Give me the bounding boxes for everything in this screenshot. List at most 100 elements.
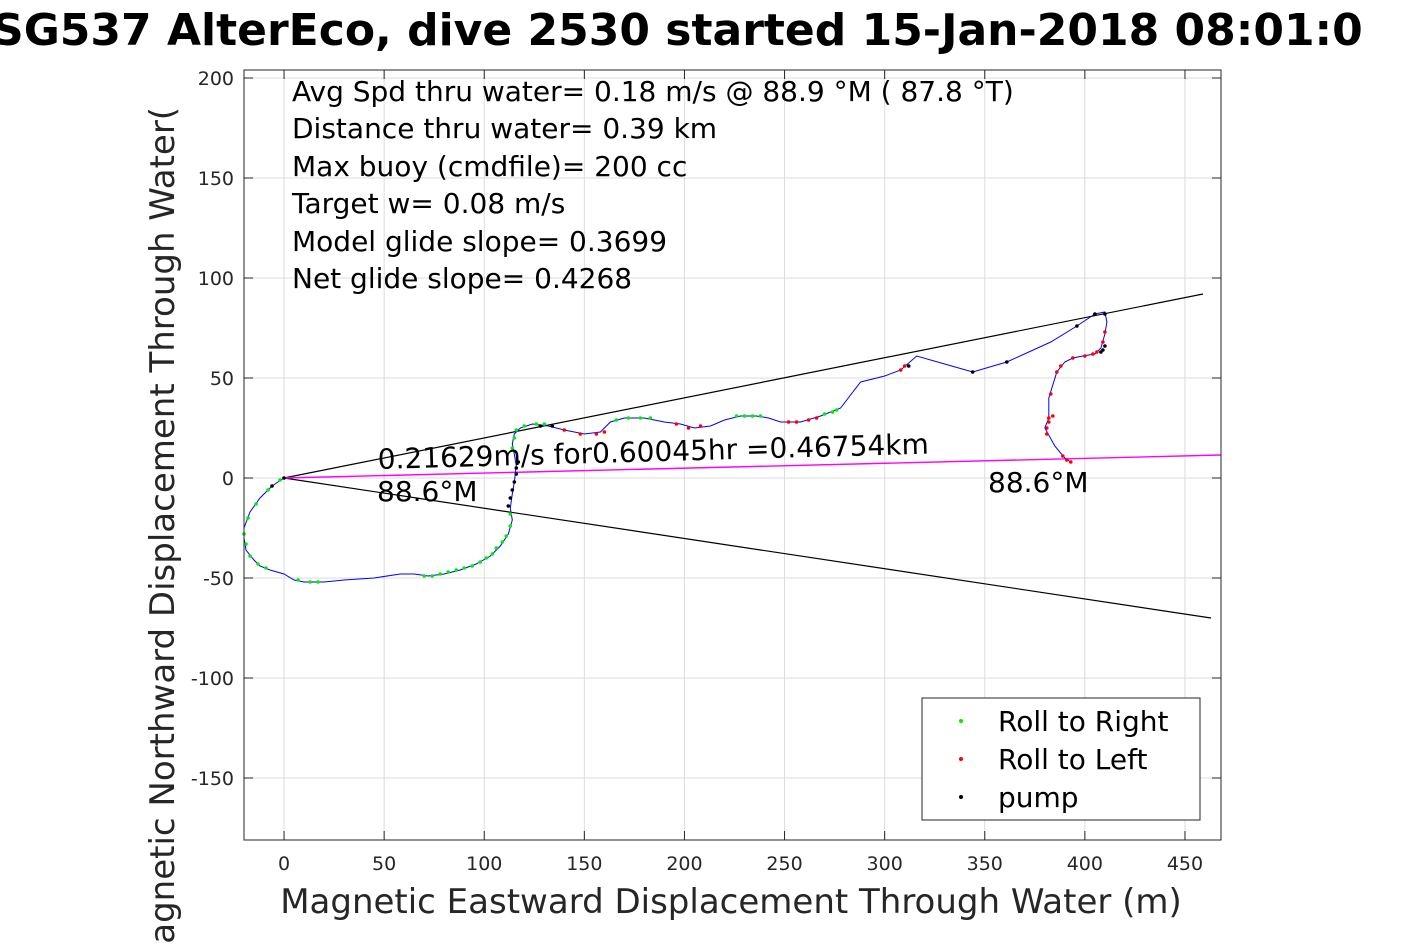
- series-layer: [242, 293, 1222, 619]
- roll-right-point: [648, 416, 653, 420]
- roll-right-point: [638, 416, 643, 420]
- roll-left-point: [1061, 454, 1065, 458]
- heading-label-start: 88.6°M: [377, 475, 478, 508]
- roll-left-point: [814, 416, 819, 420]
- roll-right-point: [308, 580, 312, 584]
- roll-right-point: [462, 566, 467, 570]
- y-axis-label: Magnetic Northward Displacement Through …: [143, 107, 183, 945]
- roll-right-point: [316, 580, 320, 584]
- stats-line-max-buoy: Max buoy (cmdfile)= 200 cc: [292, 150, 687, 183]
- pump-point: [270, 484, 274, 488]
- pump-point: [550, 424, 555, 428]
- pump-point: [1103, 312, 1107, 316]
- x-axis-label: Magnetic Eastward Displacement Through W…: [280, 882, 1182, 922]
- legend-marker-roll-right: [959, 719, 963, 723]
- x-tick-label: 350: [967, 853, 1003, 875]
- roll-right-point: [278, 478, 282, 482]
- roll-right-point: [430, 574, 435, 578]
- roll-right-point: [614, 418, 619, 422]
- roll-left-point: [1069, 460, 1073, 464]
- legend-label-roll-right: Roll to Right: [998, 705, 1169, 738]
- roll-right-point: [490, 552, 495, 556]
- x-tick-label: 400: [1067, 853, 1103, 875]
- roll-right-point: [254, 502, 258, 506]
- y-tick-label: 0: [222, 468, 234, 490]
- roll-right-point: [504, 534, 509, 538]
- pump-point: [1099, 350, 1103, 354]
- roll-right-point: [500, 540, 505, 544]
- pump-point: [514, 472, 519, 476]
- roll-right-point: [830, 410, 835, 414]
- heading-label-end: 88.6°M: [988, 466, 1089, 499]
- roll-right-point: [734, 414, 739, 418]
- roll-right-point: [508, 524, 513, 528]
- pump-point: [282, 476, 286, 480]
- chart-title: SG537 AlterEco, dive 2530 started 15-Jan…: [0, 5, 1363, 56]
- stats-line-target-w: Target w= 0.08 m/s: [291, 187, 565, 220]
- roll-right-point: [484, 556, 489, 560]
- x-tick-label: 250: [766, 853, 802, 875]
- roll-right-point: [296, 578, 300, 582]
- roll-right-point: [246, 516, 250, 520]
- legend-label-pump: pump: [998, 781, 1079, 814]
- legend-marker-roll-left: [959, 757, 963, 761]
- roll-left-point: [602, 430, 607, 434]
- roll-left-point: [674, 422, 679, 426]
- roll-right-point: [494, 546, 499, 550]
- roll-right-point: [266, 488, 270, 492]
- x-tick-label: 0: [278, 853, 290, 875]
- roll-right-point: [822, 412, 827, 416]
- x-tick-label: 300: [867, 853, 903, 875]
- pump-point: [512, 480, 517, 484]
- pump-point: [508, 496, 513, 500]
- pump-point: [506, 504, 511, 508]
- pump-point: [1075, 324, 1079, 328]
- roll-left-point: [1051, 414, 1055, 418]
- y-tick-label: 50: [210, 368, 234, 390]
- roll-left-point: [1059, 364, 1063, 368]
- pump-point: [538, 424, 543, 428]
- roll-right-point: [244, 542, 248, 546]
- y-tick-label: 100: [198, 268, 234, 290]
- roll-right-point: [454, 568, 459, 572]
- roll-right-point: [438, 572, 443, 576]
- y-tick-label: -100: [191, 668, 234, 690]
- roll-left-point: [1065, 458, 1069, 462]
- roll-left-point: [562, 428, 567, 432]
- x-tick-label: 50: [372, 853, 396, 875]
- roll-right-point: [834, 408, 839, 412]
- stats-line-distance: Distance thru water= 0.39 km: [292, 112, 717, 145]
- roll-left-point: [1045, 426, 1049, 430]
- roll-right-point: [256, 562, 260, 566]
- x-tick-label: 100: [466, 853, 502, 875]
- roll-right-point: [508, 512, 513, 516]
- stats-line-net-glide: Net glide slope= 0.4268: [292, 262, 632, 295]
- roll-left-point: [1055, 370, 1059, 374]
- roll-left-point: [1045, 432, 1049, 436]
- pump-point: [970, 370, 975, 374]
- roll-right-point: [422, 574, 427, 578]
- roll-left-point: [686, 426, 691, 430]
- tick-labels: 0 50 100 150 200 250 300 350 400 450 -150 -100 -50 0 5…: [191, 68, 1221, 875]
- pump-point: [1005, 360, 1009, 364]
- pump-point: [514, 466, 519, 470]
- roll-right-point: [470, 564, 475, 568]
- roll-right-point: [758, 414, 763, 418]
- legend-box: [921, 697, 1201, 821]
- roll-left-point: [902, 364, 907, 368]
- roll-right-point: [512, 436, 517, 440]
- roll-right-point: [542, 422, 547, 426]
- y-tick-label: -50: [203, 568, 234, 590]
- roll-left-point: [794, 420, 799, 424]
- roll-left-point: [698, 424, 703, 428]
- roll-left-point: [1101, 340, 1105, 344]
- roll-left-point: [1047, 416, 1051, 420]
- roll-left-point: [578, 432, 583, 436]
- roll-left-point: [1103, 330, 1107, 334]
- legend-marker-pump: [959, 795, 963, 799]
- roll-right-point: [750, 414, 755, 418]
- roll-left-point: [1071, 356, 1075, 360]
- y-tick-label: 200: [198, 68, 234, 90]
- roll-right-point: [264, 566, 268, 570]
